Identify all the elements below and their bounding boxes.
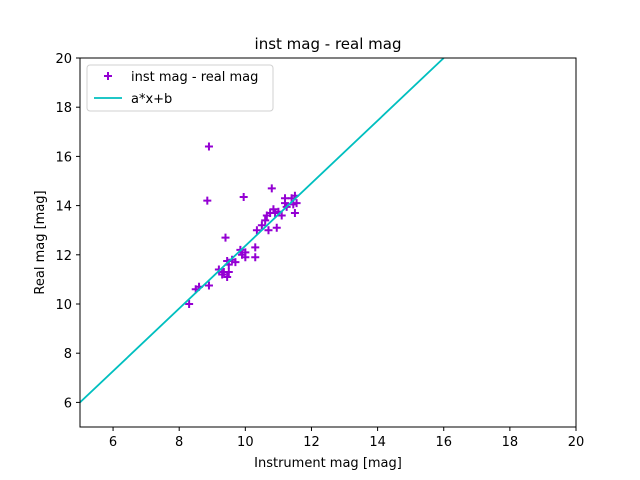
chart-title: inst mag - real mag [255, 35, 402, 53]
data-point [252, 226, 261, 235]
data-point [267, 184, 276, 193]
legend-box [86, 64, 274, 112]
data-point [204, 281, 213, 290]
y-tick-label: 6 [64, 396, 72, 411]
y-axis: 6 8 10 12 14 16 18 20 [55, 52, 80, 411]
x-tick-label: 12 [303, 435, 320, 450]
plot-frame [79, 57, 577, 428]
data-point [261, 216, 270, 225]
data-point [292, 199, 301, 208]
data-point [269, 205, 278, 214]
data-point [264, 226, 273, 235]
y-axis-label: Real mag [mag] [33, 190, 48, 294]
data-point [272, 223, 281, 232]
data-point [221, 233, 230, 242]
x-axis-label: Instrument mag [mag] [254, 456, 402, 471]
y-tick-label: 18 [55, 101, 72, 116]
data-point [251, 253, 260, 262]
y-tick-label: 12 [55, 249, 72, 264]
data-point [290, 208, 299, 217]
fit-line [80, 58, 445, 404]
y-tick-label: 8 [64, 347, 72, 362]
x-tick-label: 8 [175, 435, 183, 450]
y-tick-label: 10 [55, 298, 72, 313]
x-tick-label: 14 [369, 435, 386, 450]
plot-area [79, 57, 577, 428]
data-point [251, 243, 260, 252]
x-tick-label: 18 [502, 435, 519, 450]
y-tick-label: 16 [55, 150, 72, 165]
data-point [185, 300, 194, 308]
data-point [257, 221, 266, 230]
data-point [224, 268, 233, 277]
x-tick-label: 10 [237, 435, 254, 450]
x-tick-label: 6 [109, 435, 117, 450]
y-tick-label: 20 [55, 52, 72, 67]
x-tick-label: 20 [568, 435, 585, 450]
data-point [203, 196, 212, 205]
x-tick-label: 16 [435, 435, 452, 450]
data-point [239, 192, 248, 201]
y-tick-label: 14 [55, 200, 72, 215]
data-point [231, 258, 240, 267]
data-point [277, 211, 286, 220]
data-point [204, 142, 213, 151]
x-axis: 6 8 10 12 14 16 18 20 [109, 427, 584, 450]
legend: inst mag - real mag a*x+b [86, 64, 274, 112]
legend-label: inst mag - real mag [131, 70, 258, 85]
legend-marker-swatch [104, 72, 112, 80]
legend-label: a*x+b [131, 92, 172, 107]
data-point [241, 248, 250, 257]
data-point [223, 272, 232, 281]
data-point [281, 199, 290, 208]
